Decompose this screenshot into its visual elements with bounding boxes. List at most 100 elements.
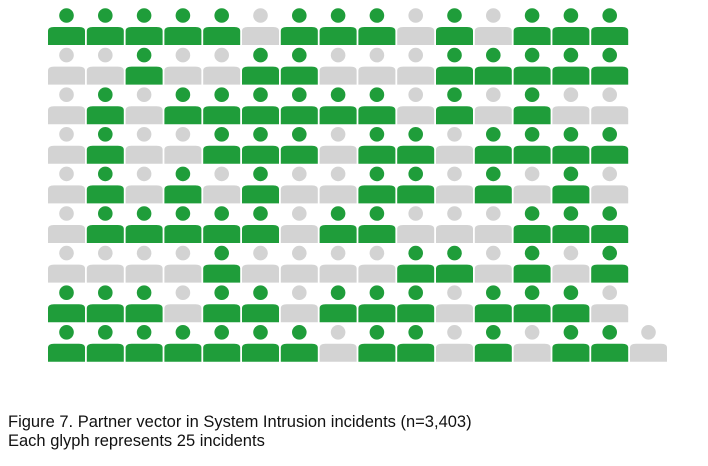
- glyph-body: [203, 66, 241, 85]
- glyph-partner-vector: [591, 127, 629, 164]
- glyph-body: [591, 66, 629, 85]
- glyph-head: [563, 127, 579, 142]
- glyph-body: [203, 264, 241, 283]
- glyph-body: [86, 225, 124, 243]
- glyph-other: [242, 8, 279, 45]
- glyph-other: [552, 245, 590, 283]
- glyph-body: [125, 106, 163, 125]
- glyph-other: [474, 206, 512, 243]
- glyph-head: [602, 285, 617, 301]
- glyph-partner-vector: [242, 166, 279, 204]
- glyph-head: [330, 285, 346, 301]
- glyph-body: [319, 343, 357, 362]
- glyph-partner-vector: [86, 87, 124, 125]
- glyph-grid: [48, 8, 667, 362]
- glyph-body: [86, 145, 124, 164]
- glyph-head: [136, 47, 152, 63]
- glyph-body: [591, 264, 629, 283]
- glyph-other: [591, 166, 629, 204]
- glyph-partner-vector: [319, 8, 357, 45]
- glyph-head: [524, 285, 540, 301]
- glyph-body: [164, 225, 202, 243]
- glyph-body: [552, 264, 590, 283]
- glyph-partner-vector: [358, 206, 396, 243]
- glyph-head: [136, 8, 152, 23]
- glyph-body: [125, 304, 163, 323]
- glyph-body: [397, 27, 435, 45]
- glyph-head: [602, 127, 617, 142]
- glyph-body: [397, 145, 435, 164]
- glyph-head: [602, 325, 617, 340]
- glyph-body: [591, 304, 629, 323]
- glyph-body: [630, 343, 667, 362]
- glyph-head: [602, 166, 617, 182]
- glyph-body: [48, 185, 85, 204]
- glyph-head: [214, 87, 229, 102]
- glyph-head: [524, 325, 540, 340]
- glyph-other: [552, 87, 590, 125]
- glyph-body: [48, 225, 85, 243]
- glyph-body: [397, 106, 435, 125]
- glyph-partner-vector: [436, 245, 473, 283]
- glyph-partner-vector: [164, 8, 202, 45]
- glyph-head: [175, 47, 191, 63]
- glyph-partner-vector: [358, 87, 396, 125]
- glyph-head: [408, 285, 424, 301]
- glyph-head: [98, 206, 113, 221]
- glyph-head: [214, 127, 229, 142]
- glyph-body: [86, 27, 124, 45]
- glyph-body: [358, 343, 396, 362]
- figure-caption: Figure 7. Partner vector in System Intru…: [8, 413, 472, 451]
- glyph-head: [602, 245, 617, 261]
- glyph-head: [98, 127, 113, 142]
- glyph-other: [280, 245, 318, 283]
- glyph-other: [397, 206, 435, 243]
- glyph-other: [319, 245, 357, 283]
- glyph-other: [164, 127, 202, 164]
- glyph-other: [397, 87, 435, 125]
- glyph-other: [436, 285, 473, 323]
- glyph-head: [59, 127, 74, 142]
- glyph-head: [292, 325, 307, 340]
- glyph-partner-vector: [242, 47, 279, 85]
- glyph-partner-vector: [242, 285, 279, 323]
- glyph-head: [524, 206, 540, 221]
- glyph-body: [86, 106, 124, 125]
- glyph-head: [447, 325, 462, 340]
- glyph-head: [175, 8, 191, 23]
- glyph-partner-vector: [125, 47, 163, 85]
- glyph-head: [292, 245, 307, 261]
- glyph-head: [563, 8, 579, 23]
- glyph-head: [292, 8, 307, 23]
- glyph-partner-vector: [552, 285, 590, 323]
- glyph-head: [563, 325, 579, 340]
- glyph-partner-vector: [552, 47, 590, 85]
- glyph-body: [358, 225, 396, 243]
- glyph-body: [125, 343, 163, 362]
- glyph-other: [397, 47, 435, 85]
- glyph-partner-vector: [513, 8, 551, 45]
- glyph-head: [292, 127, 307, 142]
- glyph-body: [86, 66, 124, 85]
- glyph-body: [358, 264, 396, 283]
- glyph-head: [563, 245, 579, 261]
- glyph-partner-vector: [474, 47, 512, 85]
- glyph-head: [447, 206, 462, 221]
- glyph-head: [330, 47, 346, 63]
- glyph-head: [175, 87, 191, 102]
- glyph-body: [474, 145, 512, 164]
- glyph-partner-vector: [591, 8, 629, 45]
- glyph-head: [214, 206, 229, 221]
- glyph-partner-vector: [319, 206, 357, 243]
- glyph-other: [203, 166, 241, 204]
- glyph-body: [48, 27, 85, 45]
- glyph-partner-vector: [280, 325, 318, 362]
- glyph-partner-vector: [358, 166, 396, 204]
- glyph-head: [292, 87, 307, 102]
- glyph-body: [280, 304, 318, 323]
- glyph-head: [292, 206, 307, 221]
- glyph-partner-vector: [436, 47, 473, 85]
- glyph-head: [59, 87, 74, 102]
- glyph-body: [397, 343, 435, 362]
- glyph-head: [253, 87, 268, 102]
